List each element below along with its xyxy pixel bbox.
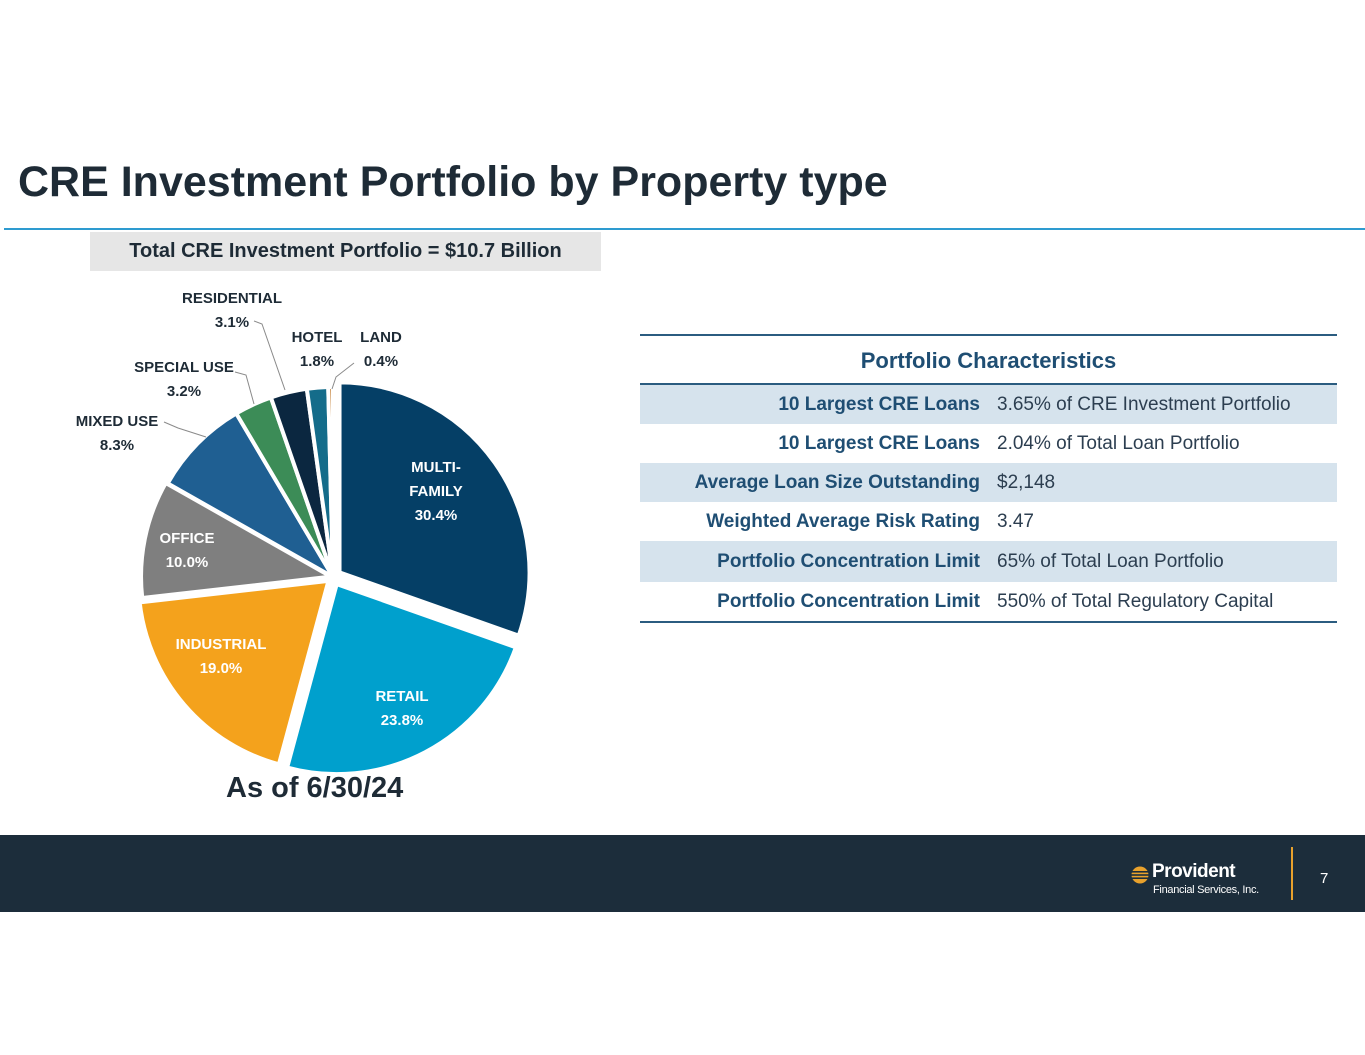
data-label: LAND 0.4% [360,329,402,370]
row-label: Weighted Average Risk Rating [706,510,980,532]
table-top-rule [640,334,1337,336]
pie-slice-industrial [137,578,332,767]
page-title: CRE Investment Portfolio by Property typ… [18,158,888,206]
provident-logo: Provident Financial Services, Inc. [1131,861,1291,900]
pie-slice-office [139,480,338,601]
table-row: Weighted Average Risk Rating 3.47 [640,502,1337,541]
logo-subtitle: Financial Services, Inc. [1153,884,1259,896]
row-value: 550% of Total Regulatory Capital [997,590,1274,612]
logo-name: Provident [1152,861,1236,882]
data-label: RESIDENTIAL 3.1% [182,290,282,331]
portfolio-characteristics-table: Portfolio Characteristics 10 Largest CRE… [640,334,1337,623]
data-label: MIXED USE 8.3% [76,413,159,454]
data-label: HOTEL 1.8% [292,329,343,370]
table-row: 10 Largest CRE Loans 2.04% of Total Loan… [640,424,1337,463]
table-row: Portfolio Concentration Limit 550% of To… [640,582,1337,621]
leader-line [163,421,207,438]
data-label: INDUSTRIAL 19.0% [176,636,267,677]
page-number: 7 [1320,870,1329,887]
data-label: SPECIAL USE 3.2% [134,359,234,400]
row-label: Portfolio Concentration Limit [717,550,980,572]
leader-line [253,320,286,391]
pie-slice-retail [284,581,519,777]
leader-line [234,371,255,405]
row-value: 2.04% of Total Loan Portfolio [997,432,1240,454]
footer-divider [1291,847,1293,900]
row-label: 10 Largest CRE Loans [778,432,980,454]
row-label: 10 Largest CRE Loans [778,393,980,415]
table-header: Portfolio Characteristics [640,336,1337,385]
row-value: 3.65% of CRE Investment Portfolio [997,393,1291,415]
data-label: RETAIL 23.8% [375,688,428,729]
table-bottom-rule [640,621,1337,623]
leader-line [331,362,355,390]
data-label: OFFICE 10.0% [160,530,215,571]
provident-mark-icon [1131,866,1149,884]
portfolio-total-banner: Total CRE Investment Portfolio = $10.7 B… [90,232,601,271]
table-row: 10 Largest CRE Loans 3.65% of CRE Invest… [640,385,1337,424]
row-value: 65% of Total Loan Portfolio [997,550,1224,572]
row-value: $2,148 [997,471,1056,493]
title-divider [4,228,1365,230]
data-label: MULTI-FAMILY 30.4% [409,459,463,524]
table-row: Portfolio Concentration Limit 65% of Tot… [640,541,1337,582]
row-label: Average Loan Size Outstanding [694,471,980,493]
as-of-date: As of 6/30/24 [226,772,404,804]
table-row: Average Loan Size Outstanding $2,148 [640,463,1337,502]
row-label: Portfolio Concentration Limit [717,590,980,612]
property-type-pie-chart: MULTI-FAMILY 30.4% RETAIL 23.8% INDUSTRIAL 19… [76,290,532,777]
row-value: 3.47 [997,510,1034,532]
pie-slice-multi-family [337,380,532,639]
